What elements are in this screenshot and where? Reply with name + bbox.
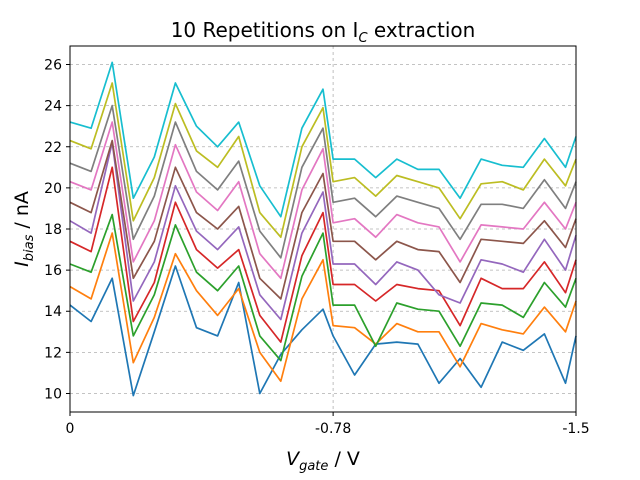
x-axis-label: Vgate / V (286, 448, 360, 474)
series-line-8 (69, 104, 577, 259)
series-line-2 (69, 232, 577, 383)
y-tick-label: 26 (44, 58, 62, 74)
series-line-7 (69, 121, 577, 280)
x-axis-ticks: 0 -0.78 -1.5 (66, 412, 590, 437)
y-tick-label: 10 (44, 386, 62, 402)
y-tick-label: 22 (44, 140, 62, 156)
y-axis-label: Ibias / nA (11, 191, 37, 267)
series-line-9 (69, 82, 577, 239)
y-tick-label: 20 (44, 181, 62, 197)
y-tick-label: 18 (44, 222, 62, 238)
y-tick-label: 12 (44, 345, 62, 361)
series-line-5 (69, 141, 577, 321)
series-lines (69, 61, 577, 397)
x-tick-label: 0 (66, 421, 75, 437)
y-axis-ticks: 10 12 14 16 18 20 22 24 26 (44, 58, 70, 402)
series-line-1 (69, 265, 577, 397)
x-tick-label: -0.78 (315, 421, 351, 437)
series-line-6 (69, 139, 577, 300)
series-line-3 (69, 213, 577, 362)
y-tick-label: 24 (44, 99, 62, 115)
chart-title: 10 Repetitions on IC extraction (171, 18, 476, 46)
x-tick-label: -1.5 (562, 421, 589, 437)
y-tick-label: 14 (44, 304, 62, 320)
series-line-10 (69, 61, 577, 218)
series-line-4 (69, 166, 577, 343)
y-tick-label: 16 (44, 263, 62, 279)
